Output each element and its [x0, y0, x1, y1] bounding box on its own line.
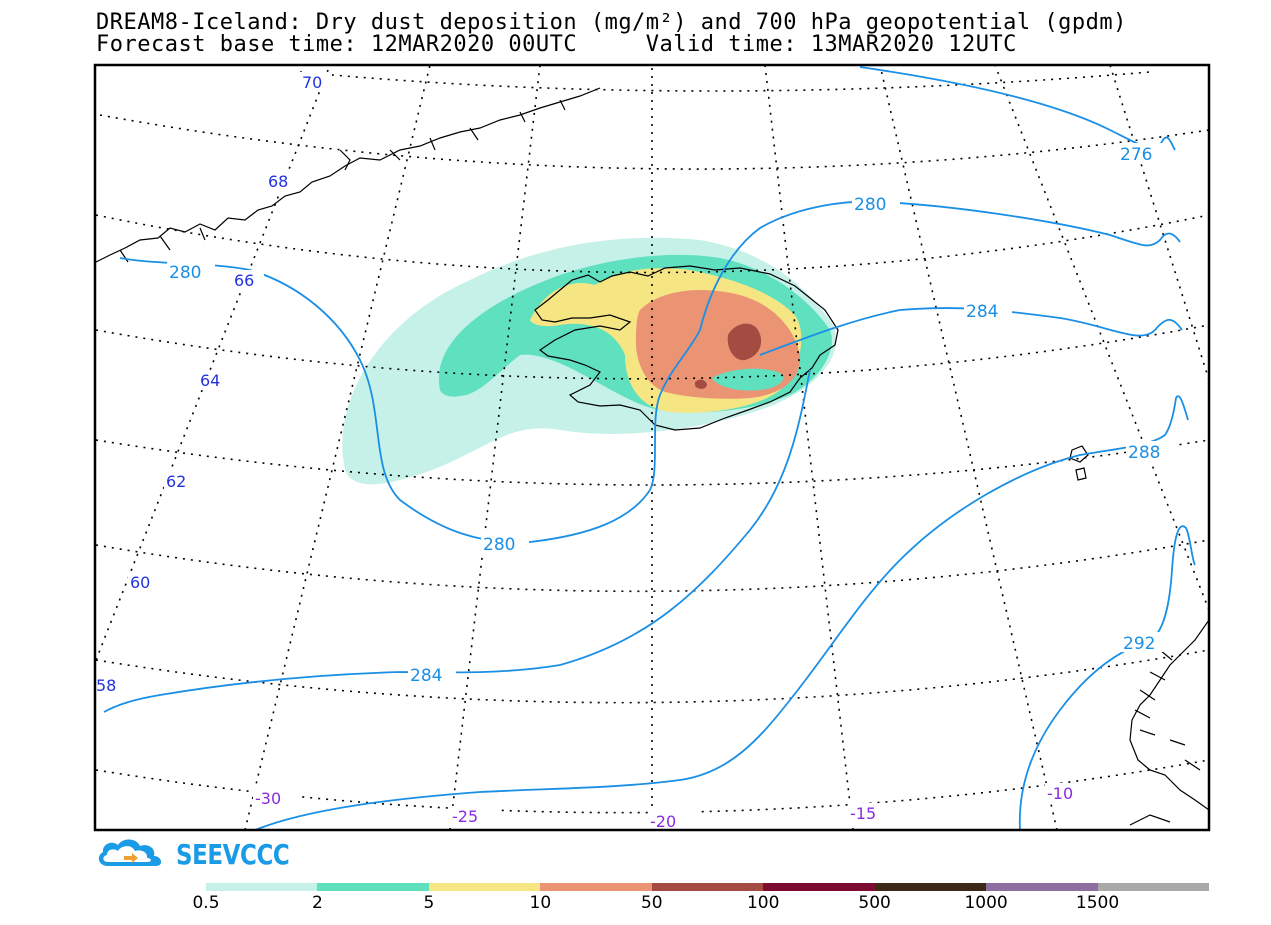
geo-label-284-south: 284 — [410, 666, 442, 686]
lat-label-60: 60 — [130, 573, 150, 592]
coastlines — [95, 87, 1209, 826]
legend-tick-label: 100 — [746, 893, 780, 913]
latitude-lines — [95, 71, 1209, 814]
legend-swatch — [763, 883, 875, 891]
meridian-lines — [95, 65, 1209, 830]
geo-label-292: 292 — [1123, 634, 1155, 654]
geo-label-276: 276 — [1120, 145, 1152, 165]
geo-label-280-west: 280 — [169, 263, 201, 283]
logo-text: SEEVCCC — [176, 837, 290, 871]
legend-swatch — [317, 883, 429, 891]
lat-label-64: 64 — [200, 371, 220, 390]
lon-label-minus30: -30 — [255, 789, 281, 808]
geo-label-288: 288 — [1128, 443, 1160, 463]
legend-swatch — [651, 883, 764, 891]
legend-tick-label: 500 — [858, 893, 891, 913]
lat-label-58: 58 — [96, 676, 116, 695]
geo-label-280-north: 280 — [854, 195, 886, 215]
lon-label-minus25: -25 — [452, 807, 478, 826]
faroe-islands — [1069, 445, 1089, 481]
map-title: DREAM8-Iceland: Dry dust deposition (mg/… — [96, 10, 1127, 35]
legend-tick-label: 10 — [529, 893, 552, 913]
latitude-labels: 70 68 66 64 62 60 58 — [95, 72, 332, 695]
dust-level-50 — [727, 323, 762, 361]
legend-tick-label: 0.5 — [192, 893, 220, 913]
longitude-labels: -30 -25 -20 -15 -10 — [253, 783, 1093, 831]
cloud-logo-icon — [98, 839, 162, 866]
legend-tick-label: 1000 — [964, 893, 1008, 913]
legend-swatch — [428, 883, 541, 891]
dust-level-10-hole — [712, 368, 784, 391]
lat-label-70: 70 — [302, 73, 322, 92]
lon-label-minus10: -10 — [1047, 784, 1073, 803]
contour-284-south — [103, 369, 811, 713]
legend-swatch — [986, 883, 1098, 891]
legend-swatch — [1097, 883, 1209, 891]
iceland-coast — [534, 265, 839, 431]
lon-label-minus15: -15 — [850, 804, 876, 823]
lat-label-62: 62 — [166, 472, 186, 491]
lat-label-66: 66 — [234, 271, 254, 290]
color-legend-bar — [206, 883, 1209, 891]
greenland-coast — [95, 87, 601, 263]
legend-swatch — [540, 883, 652, 891]
geo-label-284-east: 284 — [966, 302, 998, 322]
norway-coast — [1129, 619, 1209, 811]
contour-280-north — [699, 200, 1181, 331]
dust-deposition-field — [342, 237, 837, 485]
map-canvas: 70 68 66 64 62 60 58 -30 -25 -20 -15 -10 — [93, 63, 1211, 832]
color-legend-ticks: 0.5 2 5 10 50 100 500 1000 1500 — [192, 893, 1209, 913]
contour-284-north — [759, 307, 1183, 356]
legend-swatch — [206, 883, 318, 891]
geo-label-280-south: 280 — [483, 535, 515, 555]
legend-tick-label: 2 — [312, 893, 323, 913]
lon-label-minus20: -20 — [650, 812, 676, 831]
geopotential-labels: 276 280 280 280 284 284 288 292 — [167, 143, 1174, 686]
map-frame — [93, 63, 1211, 832]
dust-level-50-b — [695, 379, 707, 389]
lat-label-68: 68 — [268, 172, 288, 191]
legend-tick-label: 50 — [640, 893, 663, 913]
legend-tick-label: 5 — [423, 893, 435, 913]
legend-swatch — [874, 883, 987, 891]
map-subtitle: Forecast base time: 12MAR2020 00UTC Vali… — [96, 32, 1017, 57]
contour-288 — [254, 395, 1189, 830]
seevccc-logo: SEEVCCC — [94, 834, 314, 874]
contour-276 — [859, 66, 1176, 151]
legend-tick-label: 1500 — [1075, 893, 1120, 913]
